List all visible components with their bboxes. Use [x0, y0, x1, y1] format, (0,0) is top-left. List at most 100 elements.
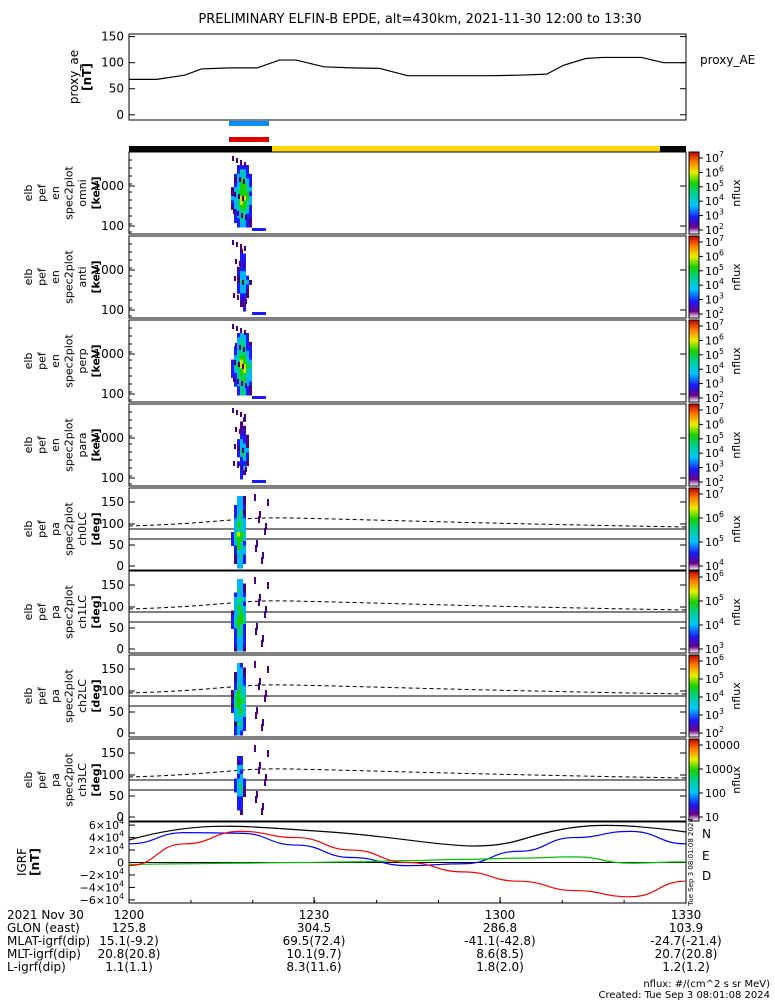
- spectrogram-cell: [237, 200, 240, 206]
- spectrogram-speckle: [245, 299, 247, 304]
- spectrogram-cell: [234, 787, 237, 793]
- panel-ytick-label: 50: [109, 621, 124, 635]
- spectrogram-speckle: [233, 377, 235, 382]
- spectrogram-cell: [231, 615, 234, 620]
- spectrogram-cell: [234, 554, 237, 560]
- spectrogram-speckle: [241, 381, 243, 386]
- spectrogram-cell: [246, 204, 249, 210]
- spectrogram-speckle: [262, 719, 264, 726]
- spectrogram-cell: [240, 434, 243, 440]
- spectrogram-cell: [237, 554, 240, 560]
- spectrogram-cell: [240, 588, 243, 593]
- ephemeris-row-value: 125.8: [112, 921, 146, 935]
- ephemeris-row-value: 1.8(2.0): [476, 960, 524, 974]
- spectrogram-cell: [234, 676, 237, 682]
- spectrogram-cell: [237, 796, 240, 802]
- spectrogram-cell: [246, 456, 249, 462]
- panel-ylabel-line: pef: [36, 435, 49, 454]
- colorbar: [688, 235, 700, 319]
- spectrogram-speckle: [241, 297, 243, 302]
- spectrogram-speckle: [262, 803, 264, 810]
- ephemeris-row-value: -24.7(-21.4): [650, 934, 721, 948]
- spectrogram-cell: [237, 690, 240, 695]
- spectrogram-cell: [231, 694, 234, 700]
- spectrogram-speckle: [265, 523, 267, 530]
- spectrogram-cell: [243, 337, 246, 343]
- spectrogram-cell: [237, 760, 240, 766]
- spectrogram-cell: [240, 597, 243, 602]
- spectrogram-cell: [243, 218, 246, 224]
- spectrogram-cell: [240, 514, 243, 519]
- spectrogram-cell: [243, 509, 246, 515]
- spectrogram-speckle: [243, 179, 245, 184]
- spectrogram-speckle: [243, 263, 245, 268]
- spectrogram-cell: [234, 672, 237, 677]
- colorbar-tick-label: 107: [705, 402, 724, 417]
- spectrogram-cell: [246, 182, 249, 188]
- spectrogram-cell: [243, 355, 246, 361]
- spectrogram-speckle: [242, 364, 244, 369]
- spectrogram-cell: [240, 583, 243, 589]
- spectrogram-cell: [240, 796, 243, 802]
- spectrogram-cell: [243, 456, 246, 462]
- spectrogram-cell: [234, 514, 237, 519]
- igrf-series-D: [128, 830, 687, 898]
- spectrogram-cell: [243, 293, 246, 299]
- colorbar-tick-label: 102: [705, 390, 724, 405]
- spectrogram-cell: [240, 606, 243, 611]
- spectrogram-cell: [240, 805, 243, 811]
- ephemeris-row-value: 304.5: [297, 921, 331, 935]
- colorbar-label: nflux: [730, 598, 743, 626]
- panel-ylabel-line: en: [49, 270, 62, 284]
- spectrogram-cell: [237, 721, 240, 727]
- spectrogram-cell: [243, 676, 246, 682]
- spectrogram-cell: [237, 681, 240, 686]
- spectrogram-speckle: [255, 628, 257, 635]
- spectrogram-cell: [234, 592, 237, 598]
- spectrogram-cell: [237, 624, 240, 629]
- spectrogram-cell: [243, 505, 246, 510]
- panel-spec_anti: elb pef en spec2plot anti [keV]10001001071061…: [22, 234, 743, 321]
- xaxis-tick-label: 1300: [485, 908, 516, 922]
- spectrogram-cell: [234, 597, 237, 602]
- spectrogram-speckle: [239, 261, 241, 266]
- spectrogram-cell: [246, 196, 249, 201]
- spectrogram-cell: [234, 550, 237, 555]
- igrf-ytick-label: 0: [117, 857, 124, 870]
- spectrogram-cell: [243, 222, 246, 228]
- spectrogram-cell: [249, 218, 252, 224]
- spectrogram-cell: [240, 461, 243, 467]
- colorbar: [688, 151, 700, 235]
- spectrogram-cell: [240, 500, 243, 506]
- spectrogram-cell: [246, 386, 249, 392]
- spectrogram-cell: [237, 610, 240, 616]
- spectrogram-cell: [234, 355, 237, 361]
- panel-ylabel-line: spec2plot: [63, 753, 76, 807]
- spectrogram-cell: [231, 532, 234, 537]
- spectrogram-cell: [240, 550, 243, 555]
- spectrogram-cell: [249, 280, 252, 285]
- spectrogram-cell: [243, 559, 246, 564]
- panel-ytick-label: 100: [101, 684, 124, 698]
- spectrogram-cell: [237, 213, 240, 219]
- spectrogram-cell: [240, 637, 243, 643]
- spectrogram-cell: [243, 209, 246, 215]
- ephemeris-row-value: 8.6(8.5): [476, 947, 524, 961]
- spectrogram-speckle: [264, 779, 266, 786]
- spectrogram-cell: [231, 690, 234, 695]
- panel-ylabel-line: spec2plot: [63, 585, 76, 639]
- spectrogram-cell: [243, 642, 246, 647]
- spectrogram-speckle: [256, 623, 258, 630]
- spectrogram-speckle: [236, 242, 238, 247]
- spectrogram-cell: [237, 787, 240, 793]
- spectrogram-speckle: [254, 494, 256, 501]
- spectrogram-cell: [237, 337, 240, 343]
- colorbar-tick-label: 106: [705, 332, 724, 347]
- spectrogram-cell: [243, 514, 246, 519]
- spectrogram-speckle: [264, 611, 266, 618]
- spectrogram-cell: [237, 288, 240, 294]
- red-marker-bar: [229, 137, 269, 142]
- spectrogram-cell: [240, 792, 243, 797]
- spectrogram-cell: [237, 452, 240, 458]
- spectrogram-cell: [237, 579, 240, 584]
